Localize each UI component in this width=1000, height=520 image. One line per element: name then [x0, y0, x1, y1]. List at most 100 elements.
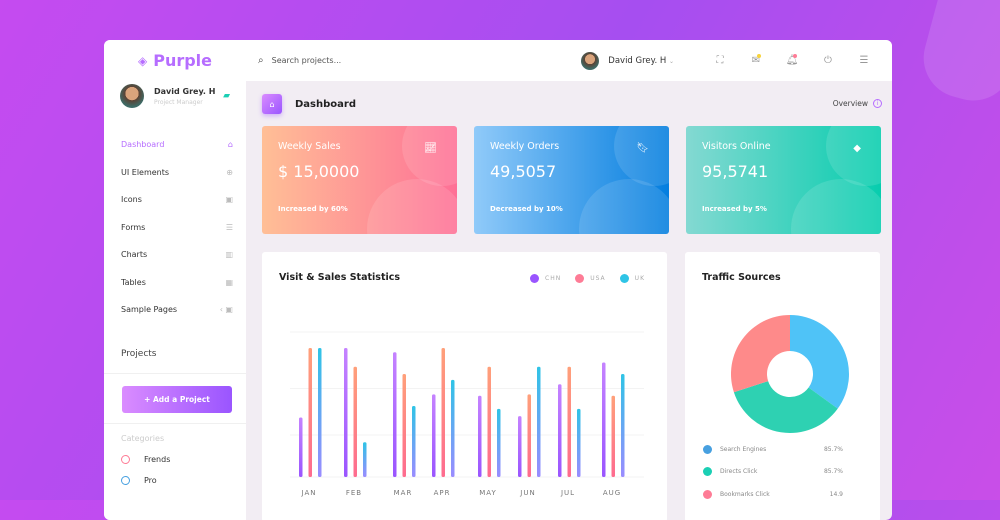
- page-title: Dashboard: [295, 98, 356, 110]
- sidebar-item-label: Icons: [121, 195, 142, 205]
- menu-list-icon[interactable]: ☰: [859, 55, 869, 66]
- bar-usa-jul: [567, 366, 571, 477]
- traffic-legend-row: Search Engines 85.7%: [703, 438, 843, 461]
- card-value: $ 15,0000: [278, 162, 360, 181]
- power-icon[interactable]: ⏻: [824, 55, 832, 66]
- sidebar-item-dashboard[interactable]: Dashboard ⌂: [104, 131, 246, 159]
- visit-sales-chart-panel: JAN FEB MAR APR MAY JUN JUL AUG Visit & Sales S…: [262, 252, 667, 520]
- overview-link[interactable]: Overview i: [833, 99, 882, 108]
- circle-icon: [121, 475, 130, 485]
- legend-dot: [703, 467, 712, 477]
- bar-chn-jan: [299, 417, 303, 477]
- traffic-label: Bookmarks Click: [720, 490, 770, 498]
- projects-heading: Projects: [104, 349, 246, 374]
- legend-item: USA: [575, 274, 605, 283]
- bar-usa-may: [487, 366, 491, 477]
- donut-slice: [790, 315, 849, 409]
- category-item[interactable]: Pro: [104, 475, 246, 485]
- card-value: 49,5057: [490, 162, 557, 181]
- bar-usa-feb: [353, 366, 357, 477]
- card-title: Visitors Online: [702, 141, 771, 152]
- bar-uk-jul: [577, 408, 581, 477]
- donut-chart: [731, 315, 849, 433]
- bar-chart: JAN FEB MAR APR MAY JUN JUL AUG: [290, 331, 644, 497]
- search-icon: ⌕: [258, 55, 264, 66]
- bar-uk-feb: [363, 442, 367, 477]
- sidebar-item-label: Forms: [121, 222, 146, 232]
- bar-usa-jun: [527, 394, 531, 477]
- bar-uk-aug: [621, 374, 625, 477]
- x-tick-label: FEB: [346, 489, 362, 497]
- stat-card: ◆ Visitors Online 95,5741 Increased by 5%: [686, 126, 881, 234]
- fullscreen-icon[interactable]: ⛶: [716, 55, 724, 66]
- legend-label: USA: [590, 275, 606, 282]
- info-icon: i: [873, 99, 882, 108]
- app-window: ◈ Purple ⌕ Search projects... David Grey. …: [104, 40, 892, 520]
- sidebar-item-sample-pages[interactable]: Sample Pages ‹ ▣: [104, 296, 246, 324]
- sidebar-item-forms[interactable]: Forms ☰: [104, 214, 246, 242]
- bookmark-icon: ▰: [223, 91, 230, 101]
- bar-chn-apr: [432, 394, 436, 477]
- bar-uk-jun: [537, 366, 541, 477]
- contacts-icon: ▣: [225, 195, 233, 205]
- logo-text: Purple: [153, 51, 213, 70]
- top-navbar: ◈ Purple ⌕ Search projects... David Grey. …: [104, 40, 892, 81]
- legend-label: UK: [634, 275, 645, 282]
- sidebar-item-icons[interactable]: Icons ▣: [104, 186, 246, 214]
- traffic-legend-row: Directs Click 85.7%: [703, 461, 843, 484]
- user-menu[interactable]: David Grey. H ⌄: [608, 56, 674, 66]
- diamond-icon: ◆: [853, 143, 861, 154]
- traffic-label: Search Engines: [720, 445, 767, 453]
- traffic-legend: Search Engines 85.7% Directs Click 85.7% Boo…: [703, 438, 843, 506]
- bar-chn-mar: [393, 352, 397, 477]
- legend-dot: [619, 274, 629, 283]
- stat-card: 🔖︎ Weekly Orders 49,5057 Decreased by 10%: [474, 126, 669, 234]
- bar-chn-jul: [558, 384, 562, 477]
- chevron-down-icon: ⌄: [668, 57, 674, 65]
- sidebar-item-tables[interactable]: Tables ▦: [104, 269, 246, 297]
- sidebar-item-label: Dashboard: [121, 140, 165, 150]
- card-status: Increased by 5%: [702, 205, 767, 213]
- traffic-value: 85.7%: [823, 445, 843, 453]
- bar-usa-aug: [611, 395, 615, 477]
- traffic-title: Traffic Sources: [702, 272, 781, 283]
- sidebar-item-label: Charts: [121, 250, 148, 260]
- traffic-label: Directs Click: [720, 468, 758, 476]
- chart-line-icon: 📈︎: [424, 143, 437, 154]
- bar-usa-jan: [308, 347, 312, 477]
- categories-list: Frends Pro: [104, 454, 246, 485]
- logo[interactable]: ◈ Purple: [104, 51, 246, 70]
- categories-heading: Categories: [104, 422, 246, 443]
- x-tick-label: AUG: [603, 489, 621, 497]
- sidebar-nav: Dashboard ⌂ UI Elements ⊕ Icons ▣ Forms ☰ Charts…: [104, 131, 246, 324]
- bell-icon[interactable]: 🔔︎: [785, 54, 799, 66]
- card-value: 95,5741: [702, 162, 769, 181]
- mail-icon[interactable]: ✉: [751, 54, 761, 66]
- donut-slice: [731, 315, 790, 393]
- user-name: David Grey. H: [608, 55, 667, 66]
- legend-dot: [703, 444, 712, 454]
- sidebar-profile[interactable]: David Grey. H Project Manager ▰: [104, 81, 246, 111]
- legend-label: CHN: [545, 275, 562, 282]
- bar-chn-aug: [602, 362, 606, 477]
- category-item[interactable]: Frends: [104, 454, 246, 464]
- search-input[interactable]: Search projects...: [271, 56, 342, 65]
- crosshair-icon: ⊕: [226, 167, 233, 177]
- stat-card: 📈︎ Weekly Sales $ 15,0000 Increased by 60%: [262, 126, 457, 234]
- add-project-button[interactable]: + Add a Project: [122, 385, 232, 413]
- table-icon: ▦: [225, 277, 233, 287]
- category-label: Frends: [144, 454, 171, 464]
- bookmark-icon: 🔖︎: [636, 143, 649, 154]
- bar-uk-may: [497, 408, 501, 477]
- circle-icon: [121, 454, 130, 464]
- bar-usa-apr: [441, 347, 445, 477]
- avatar[interactable]: [581, 51, 600, 70]
- sidebar-item-ui-elements[interactable]: UI Elements ⊕: [104, 159, 246, 187]
- sidebar-item-charts[interactable]: Charts ▥: [104, 241, 246, 269]
- x-tick-label: JAN: [301, 489, 317, 497]
- main-content: ⌂ Dashboard Overview i 📈︎ Weekly Sales $ 15,…: [246, 81, 892, 520]
- traffic-value: 85.7%: [823, 468, 843, 476]
- home-icon: ⌂: [262, 94, 282, 114]
- search-bar[interactable]: ⌕ Search projects...: [258, 55, 341, 66]
- bar-chart-icon: ▥: [225, 250, 233, 260]
